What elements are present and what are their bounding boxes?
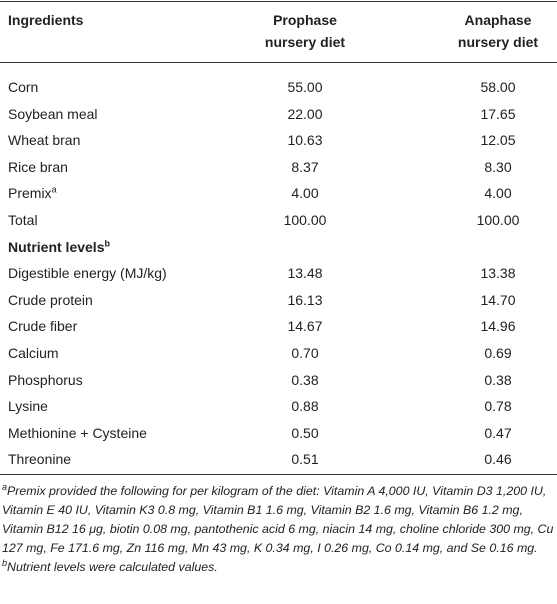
footnote-mark: a (51, 184, 57, 195)
value-cell: 10.63 (287, 132, 323, 149)
value-cell: 14.67 (287, 318, 323, 335)
row-label: Crude protein (8, 291, 93, 309)
value-cell: 8.30 (484, 158, 512, 175)
value-cell: 55.00 (287, 79, 323, 95)
value-cell: 0.70 (291, 345, 319, 361)
row-label: Methionine + Cysteine (8, 424, 147, 442)
value-cell: 8.37 (291, 158, 319, 175)
value-cell: 0.50 (291, 424, 319, 441)
value-cell: 0.88 (291, 398, 319, 415)
footnote: bNutrient levels were calculated values. (2, 558, 554, 577)
footnote-text: Nutrient levels were calculated values. (7, 560, 218, 574)
row-label: Rice bran (8, 158, 68, 176)
label-text: Wheat bran (8, 132, 81, 149)
row-label: Digestible energy (MJ/kg) (8, 264, 167, 282)
header-cell: Ingredients (8, 12, 84, 28)
label-text: Rice bran (8, 158, 68, 175)
rule (0, 62, 557, 63)
value-cell: 16.13 (287, 291, 323, 308)
label-text: Threonine (8, 451, 72, 468)
value-cell: 100.00 (476, 212, 520, 228)
label-text: Crude fiber (8, 318, 78, 335)
label-text: Nutrient levels (8, 238, 105, 255)
footnote-mark: a (2, 481, 8, 492)
row-label: Threonine (8, 450, 71, 468)
footnote-mark: b (2, 557, 8, 568)
row-label: Corn (8, 78, 38, 96)
header-text: Anaphase nursery diet (457, 12, 539, 50)
footnote-text: Premix provided the following for per ki… (2, 484, 554, 555)
label-text: Lysine (8, 398, 48, 415)
label-text: Premix (8, 185, 52, 202)
value-cell: 4.00 (291, 185, 319, 202)
label-text: Soybean meal (8, 105, 98, 122)
value-cell: 100.00 (283, 212, 327, 228)
header-text: Prophase nursery diet (264, 12, 346, 50)
value-cell: 4.00 (484, 185, 512, 202)
footnote: aPremix provided the following for per k… (2, 482, 554, 558)
value-cell: 14.70 (480, 291, 516, 308)
row-label: Wheat bran (8, 131, 80, 149)
row-label: Soybean meal (8, 105, 98, 123)
row-label: Premixa (8, 184, 57, 202)
header-cell: Prophase nursery diet (240, 9, 370, 53)
row-label: Total (8, 211, 38, 229)
value-cell: 13.48 (287, 265, 323, 282)
footnotes: aPremix provided the following for per k… (2, 482, 554, 577)
rule (0, 474, 557, 475)
label-text: Phosphorus (8, 371, 83, 388)
row-label: Lysine (8, 397, 48, 415)
header-cell: Anaphase nursery diet (433, 9, 557, 53)
row-label: Nutrient levelsb (8, 238, 110, 256)
value-cell: 0.47 (484, 424, 512, 441)
value-cell: 0.69 (484, 345, 512, 361)
label-text: Crude protein (8, 291, 93, 308)
value-cell: 12.05 (480, 132, 516, 149)
label-text: Calcium (8, 345, 59, 361)
footnote-mark: b (104, 237, 110, 248)
label-text: Total (8, 212, 38, 228)
value-cell: 58.00 (480, 79, 516, 95)
row-label: Calcium (8, 344, 59, 362)
value-cell: 14.96 (480, 318, 516, 335)
label-text: Methionine + Cysteine (8, 424, 147, 441)
value-cell: 0.78 (484, 398, 512, 415)
value-cell: 0.38 (484, 371, 512, 388)
value-cell: 0.51 (291, 451, 319, 468)
value-cell: 17.65 (480, 105, 516, 122)
value-cell: 0.46 (484, 451, 512, 468)
value-cell: 22.00 (287, 105, 323, 122)
row-label: Phosphorus (8, 371, 83, 389)
value-cell: 13.38 (480, 265, 516, 282)
label-text: Corn (8, 79, 39, 95)
row-label: Crude fiber (8, 317, 77, 335)
value-cell: 0.38 (291, 371, 319, 388)
label-text: Digestible energy (MJ/kg) (8, 265, 167, 282)
rule (0, 1, 557, 2)
